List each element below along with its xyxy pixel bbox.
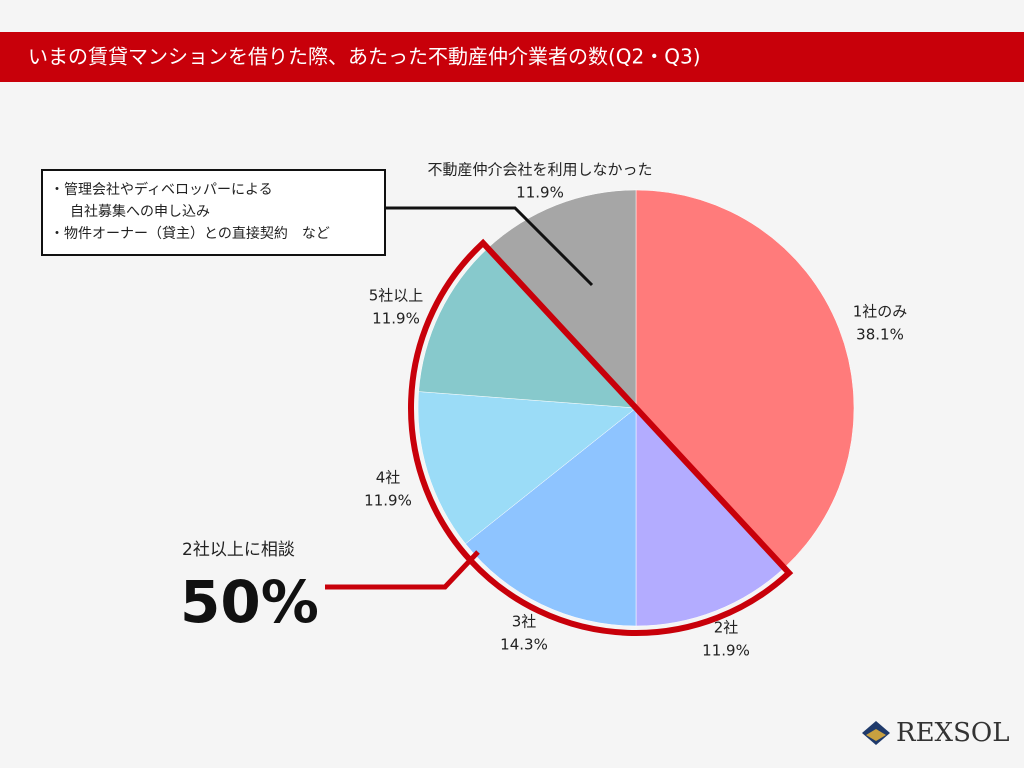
annotation-line: 自社募集への申し込み — [70, 203, 210, 220]
slice-value-label: 11.9% — [364, 492, 412, 510]
slice-value-label: 11.9% — [372, 310, 420, 328]
slice-label: 3社 — [512, 613, 537, 631]
slice-value-label: 11.9% — [516, 184, 564, 202]
callout-line — [325, 550, 480, 590]
slice-label: 不動産仲介会社を利用しなかった — [427, 161, 652, 179]
pie-slice — [418, 247, 637, 409]
pie-slice — [417, 391, 637, 545]
chart-title: いまの賃貸マンションを借りた際、あたった不動産仲介業者の数(Q2・Q3) — [28, 45, 701, 69]
slice-label: 4社 — [376, 469, 401, 487]
annotation-box — [41, 169, 386, 256]
slice-value-label: 11.9% — [702, 642, 750, 660]
annotation-connector — [385, 206, 594, 287]
logo: REXSOL — [862, 718, 1009, 748]
annotation-line: ・物件オーナー（貸主）との直接契約 など — [50, 225, 330, 242]
pie-slice — [635, 189, 855, 569]
brand: REXSOL — [896, 718, 1009, 748]
title-bar — [0, 32, 1024, 82]
slice-label: 5社以上 — [369, 287, 424, 305]
slice-value-label: 14.3% — [500, 636, 548, 654]
slice-label: 2社 — [714, 619, 739, 637]
logo-icon — [866, 729, 886, 741]
pie-slice — [635, 407, 785, 627]
pie-slice — [487, 189, 637, 409]
slice-value-label: 38.1% — [856, 326, 904, 344]
slice-label: 1社のみ — [853, 303, 908, 321]
callout-text: 2社以上に相談 — [182, 540, 295, 560]
annotation-line: ・管理会社やディベロッパーによる — [50, 181, 273, 198]
callout-big: 50% — [180, 568, 319, 636]
